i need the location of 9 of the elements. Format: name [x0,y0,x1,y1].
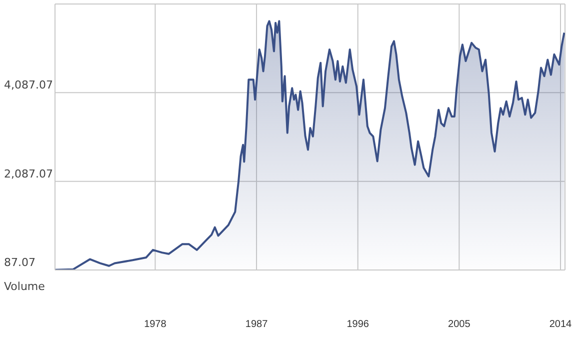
x-tick-label: 1987 [245,319,268,330]
y-tick-label: 87.07 [4,256,36,269]
x-tick-label: 2014 [549,319,572,330]
x-tick-label: 2005 [448,319,471,330]
x-tick-label: 1996 [346,319,370,330]
y-tick-label: 4,087.07 [4,78,53,92]
text: Volume [4,280,45,293]
y-tick-label: 2,087.07 [4,167,53,180]
x-tick-label: 1978 [144,319,167,330]
